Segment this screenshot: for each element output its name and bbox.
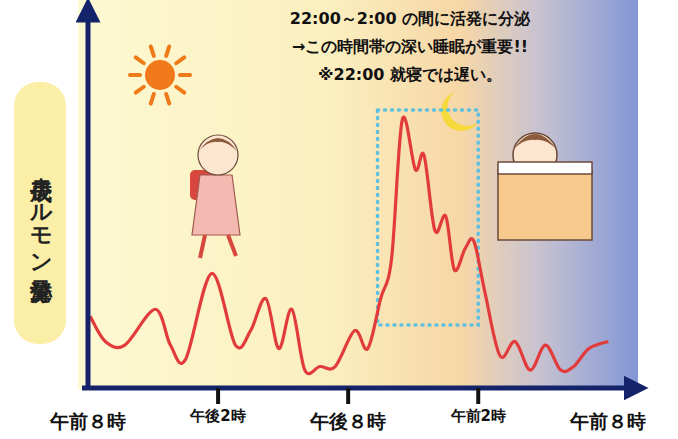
pillow — [498, 162, 592, 174]
blanket — [498, 170, 592, 240]
background — [78, 0, 638, 390]
x-tick — [346, 388, 350, 404]
highlight-box — [378, 110, 479, 325]
x-tick — [216, 388, 220, 404]
sun-icon — [130, 46, 190, 103]
x-axis — [82, 386, 636, 391]
sun-ray — [166, 94, 169, 104]
sun-ray — [136, 57, 144, 63]
head — [198, 135, 238, 175]
sun-ray — [176, 57, 184, 63]
y-axis-title: 成長ホルモン分泌量 — [29, 163, 54, 304]
sun-ray — [136, 87, 144, 93]
sun-ray — [166, 46, 169, 56]
annotation: 22:00～2:00 の間に活発に分泌 — [290, 9, 531, 28]
sun-ray — [180, 73, 190, 77]
bed-icon — [498, 133, 592, 240]
annotation: ※22:00 就寝では遅い。 — [318, 65, 502, 84]
sun-ray — [151, 94, 154, 104]
sun-ray — [151, 46, 154, 56]
y-axis — [86, 10, 91, 388]
leg — [200, 235, 205, 258]
girl-icon — [190, 135, 240, 258]
hair — [198, 138, 238, 152]
leg — [228, 235, 236, 256]
x-tick-label: 午前８時 — [569, 410, 646, 432]
plot-area — [90, 117, 608, 374]
x-tick-label: 午前2時 — [450, 407, 506, 425]
x-tick-label: 午後８時 — [309, 410, 386, 432]
x-tick-label: 午後2時 — [189, 407, 245, 425]
sun-ray — [176, 87, 184, 93]
x-tick-label: 午前８時 — [49, 410, 126, 432]
dress — [192, 175, 240, 235]
chart: 午前８時 午後2時 午後８時 午前2時 午前８時 成長ホルモン分泌量 22:00～2:00 … — [0, 0, 678, 439]
hair — [513, 134, 557, 150]
annotation: →この時間帯の深い睡眠が重要!! — [292, 37, 528, 56]
sun-disc — [145, 60, 175, 90]
x-tick — [476, 388, 480, 404]
sun-ray — [130, 73, 140, 77]
secretion-line — [90, 117, 608, 374]
y-label-box — [14, 82, 66, 344]
